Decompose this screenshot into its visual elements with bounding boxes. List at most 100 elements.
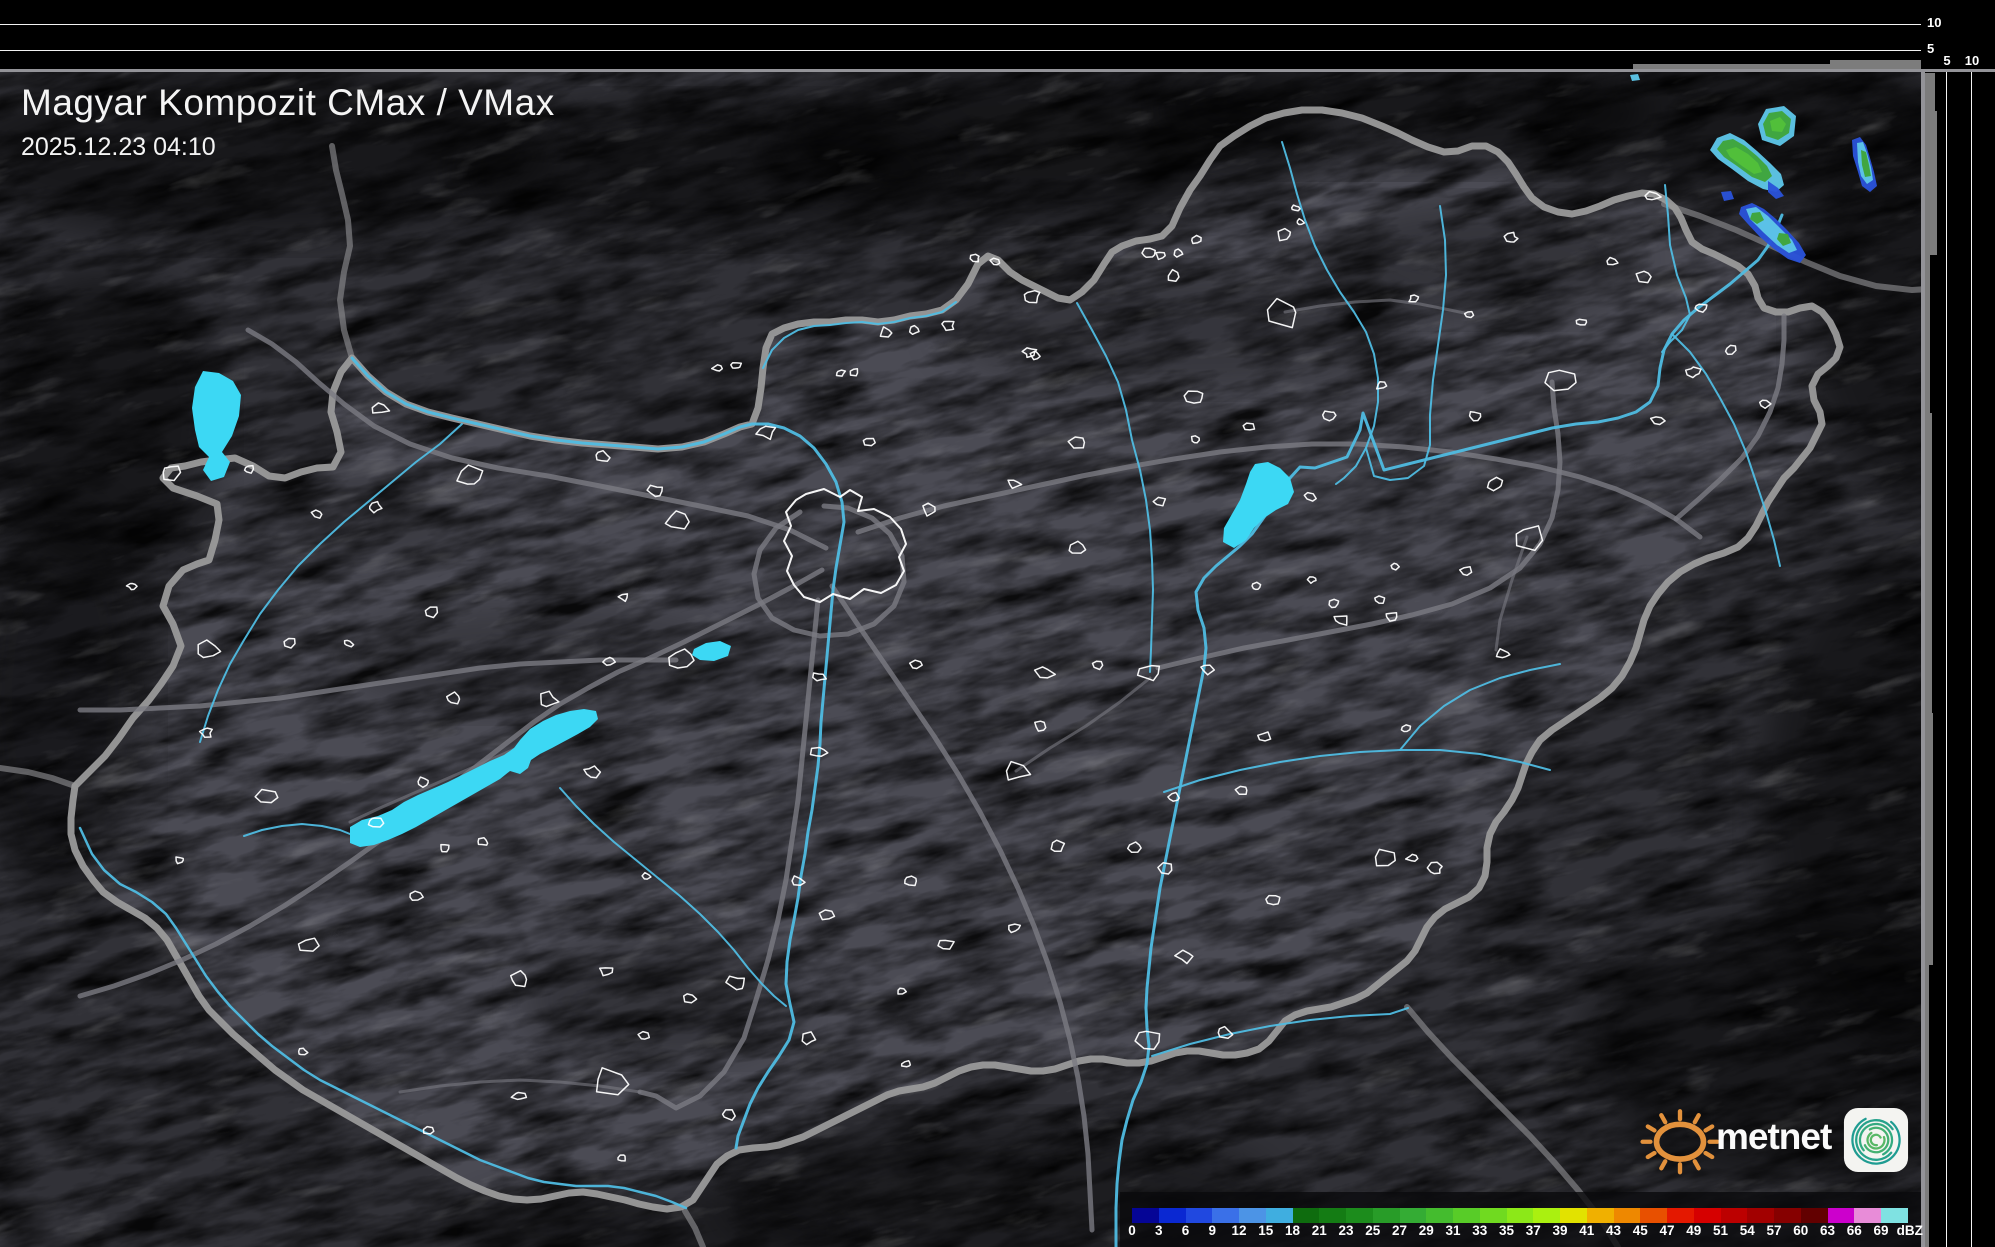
town-outline [1374,595,1386,605]
dbz-cell [1854,1208,1881,1223]
town-outline [445,691,461,705]
town-outline [1200,664,1216,676]
town-outline [1050,839,1066,853]
town-outline [1266,297,1297,329]
town-outline [1385,611,1398,622]
map-frame-top [0,69,1995,72]
town-outline [922,502,936,517]
town-outline [1191,234,1202,245]
town-outline [1408,294,1420,303]
right-panel-gridline-5km [1946,72,1947,1247]
town-outline [1265,894,1281,906]
town-outline [849,367,859,377]
dbz-tick-label: 27 [1391,1223,1408,1238]
dbz-cell [1158,1208,1186,1223]
town-outline [1217,1025,1234,1040]
town-outline [1155,251,1166,261]
dbz-tick-label: 69 [1873,1223,1889,1238]
dbz-tick-label: 43 [1605,1223,1622,1238]
timestamp: 2025.12.23 04:10 [21,133,216,161]
town-outline [310,509,323,519]
dbz-cell [1506,1208,1534,1223]
dbz-cell [1212,1208,1239,1223]
town-outline [1649,416,1666,426]
town-outline [1190,435,1201,444]
town-outline [1486,476,1504,492]
profile-terrain [1924,713,1933,965]
town-outline [1173,248,1184,258]
dbz-cell [1586,1208,1614,1223]
town-outline [900,1059,912,1068]
town-outline [283,637,296,649]
dbz-tick-label: 66 [1846,1223,1862,1238]
town-outline [1458,566,1473,577]
dbz-tick-label: 25 [1365,1223,1381,1238]
profile-terrain [1830,60,1921,70]
profile-terrain [1924,111,1937,255]
town-outline [1606,256,1619,266]
town-outline [1468,410,1482,422]
right-panel-gridline-10km [1971,72,1972,1247]
river-network [78,141,1784,1247]
town-outline [254,788,279,804]
dbz-tick-label: 18 [1284,1223,1301,1238]
dbz-tick-label: 31 [1445,1223,1461,1238]
town-outline [125,582,138,591]
town-outline [1426,861,1443,875]
town-outline [617,1154,626,1162]
town-outline [1136,664,1161,682]
dbz-cell [1560,1208,1587,1223]
town-outline [440,843,450,853]
dbz-tick-label: 0 [1128,1223,1136,1238]
town-outline [162,465,182,482]
town-outline [456,464,484,485]
town-outline [1575,318,1588,326]
dbz-cell [1479,1208,1507,1223]
town-outline [198,727,213,738]
dbz-unit-label: dBZ [1896,1223,1923,1238]
dbz-cell [1774,1208,1801,1223]
dbz-tick-label: 51 [1712,1223,1729,1238]
town-outline [1404,853,1419,863]
town-outline [1126,841,1142,853]
town-outline [1328,598,1340,609]
town-outline [1174,949,1194,965]
hungary-radar-map [0,0,1921,1247]
dbz-tick-label: 39 [1552,1223,1568,1238]
metnet-app-icon [1844,1107,1909,1173]
dbz-cell [1453,1208,1480,1223]
town-outline [809,746,829,757]
town-outline [755,425,777,441]
dbz-cell [1667,1208,1694,1223]
map-frame-right [1921,69,1925,1247]
town-outline [818,909,836,921]
lakes [192,371,1294,847]
town-outline [243,464,255,474]
town-outline [197,639,222,659]
town-outline [1544,369,1577,392]
town-outline [540,690,560,708]
top-profile-tick-10: 10 [1927,15,1942,30]
dbz-color-cells [1132,1208,1908,1223]
town-outline [583,765,602,779]
town-outline [725,975,746,991]
hillshade-texture [0,0,1921,1247]
radar-echoes [1630,74,1877,263]
town-outline [1257,731,1272,742]
dbz-cell [1613,1208,1641,1223]
town-outline [1007,479,1023,490]
town-outline [668,648,695,669]
town-outline [424,606,439,619]
town-outline [422,1125,435,1135]
town-outline [664,510,690,530]
dbz-tick-label: 49 [1686,1223,1702,1238]
town-outline [1021,347,1038,359]
dbz-cell [1265,1208,1293,1223]
town-outline [904,875,918,887]
budapest-outline [783,488,907,603]
town-outline [617,593,629,603]
town-outline [1277,227,1292,242]
dbz-cell [1185,1208,1213,1223]
title-block: Magyar Kompozit CMax / VMax 2025.12.23 0… [21,82,555,162]
